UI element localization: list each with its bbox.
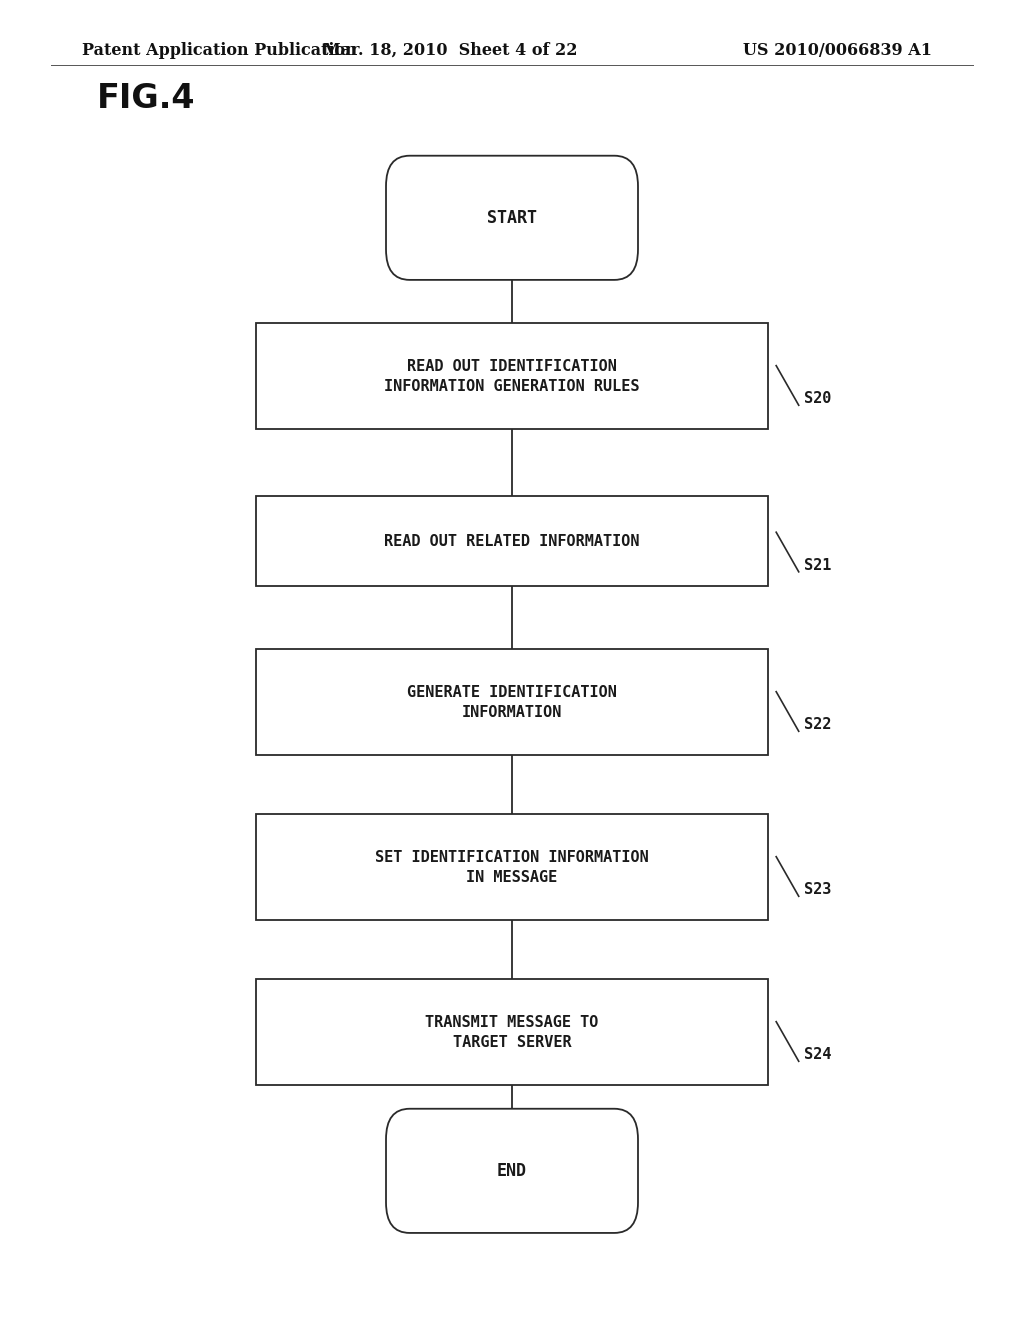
FancyBboxPatch shape xyxy=(386,1109,638,1233)
Bar xyxy=(256,323,768,429)
Text: S24: S24 xyxy=(804,1047,831,1063)
Text: READ OUT RELATED INFORMATION: READ OUT RELATED INFORMATION xyxy=(384,533,640,549)
FancyBboxPatch shape xyxy=(386,156,638,280)
Bar xyxy=(256,979,768,1085)
Text: US 2010/0066839 A1: US 2010/0066839 A1 xyxy=(742,42,932,58)
Text: S20: S20 xyxy=(804,391,831,407)
Bar xyxy=(256,814,768,920)
Bar xyxy=(256,496,768,586)
Text: Patent Application Publication: Patent Application Publication xyxy=(82,42,356,58)
Text: FIG.4: FIG.4 xyxy=(97,82,196,116)
Text: TRANSMIT MESSAGE TO
TARGET SERVER: TRANSMIT MESSAGE TO TARGET SERVER xyxy=(425,1015,599,1049)
Text: END: END xyxy=(497,1162,527,1180)
Text: READ OUT IDENTIFICATION
INFORMATION GENERATION RULES: READ OUT IDENTIFICATION INFORMATION GENE… xyxy=(384,359,640,393)
Text: Mar. 18, 2010  Sheet 4 of 22: Mar. 18, 2010 Sheet 4 of 22 xyxy=(324,42,578,58)
Text: S21: S21 xyxy=(804,558,831,573)
Bar xyxy=(256,649,768,755)
Text: SET IDENTIFICATION INFORMATION
IN MESSAGE: SET IDENTIFICATION INFORMATION IN MESSAG… xyxy=(375,850,649,884)
Text: GENERATE IDENTIFICATION
INFORMATION: GENERATE IDENTIFICATION INFORMATION xyxy=(408,685,616,719)
Text: S22: S22 xyxy=(804,717,831,733)
Text: START: START xyxy=(487,209,537,227)
Text: S23: S23 xyxy=(804,882,831,898)
